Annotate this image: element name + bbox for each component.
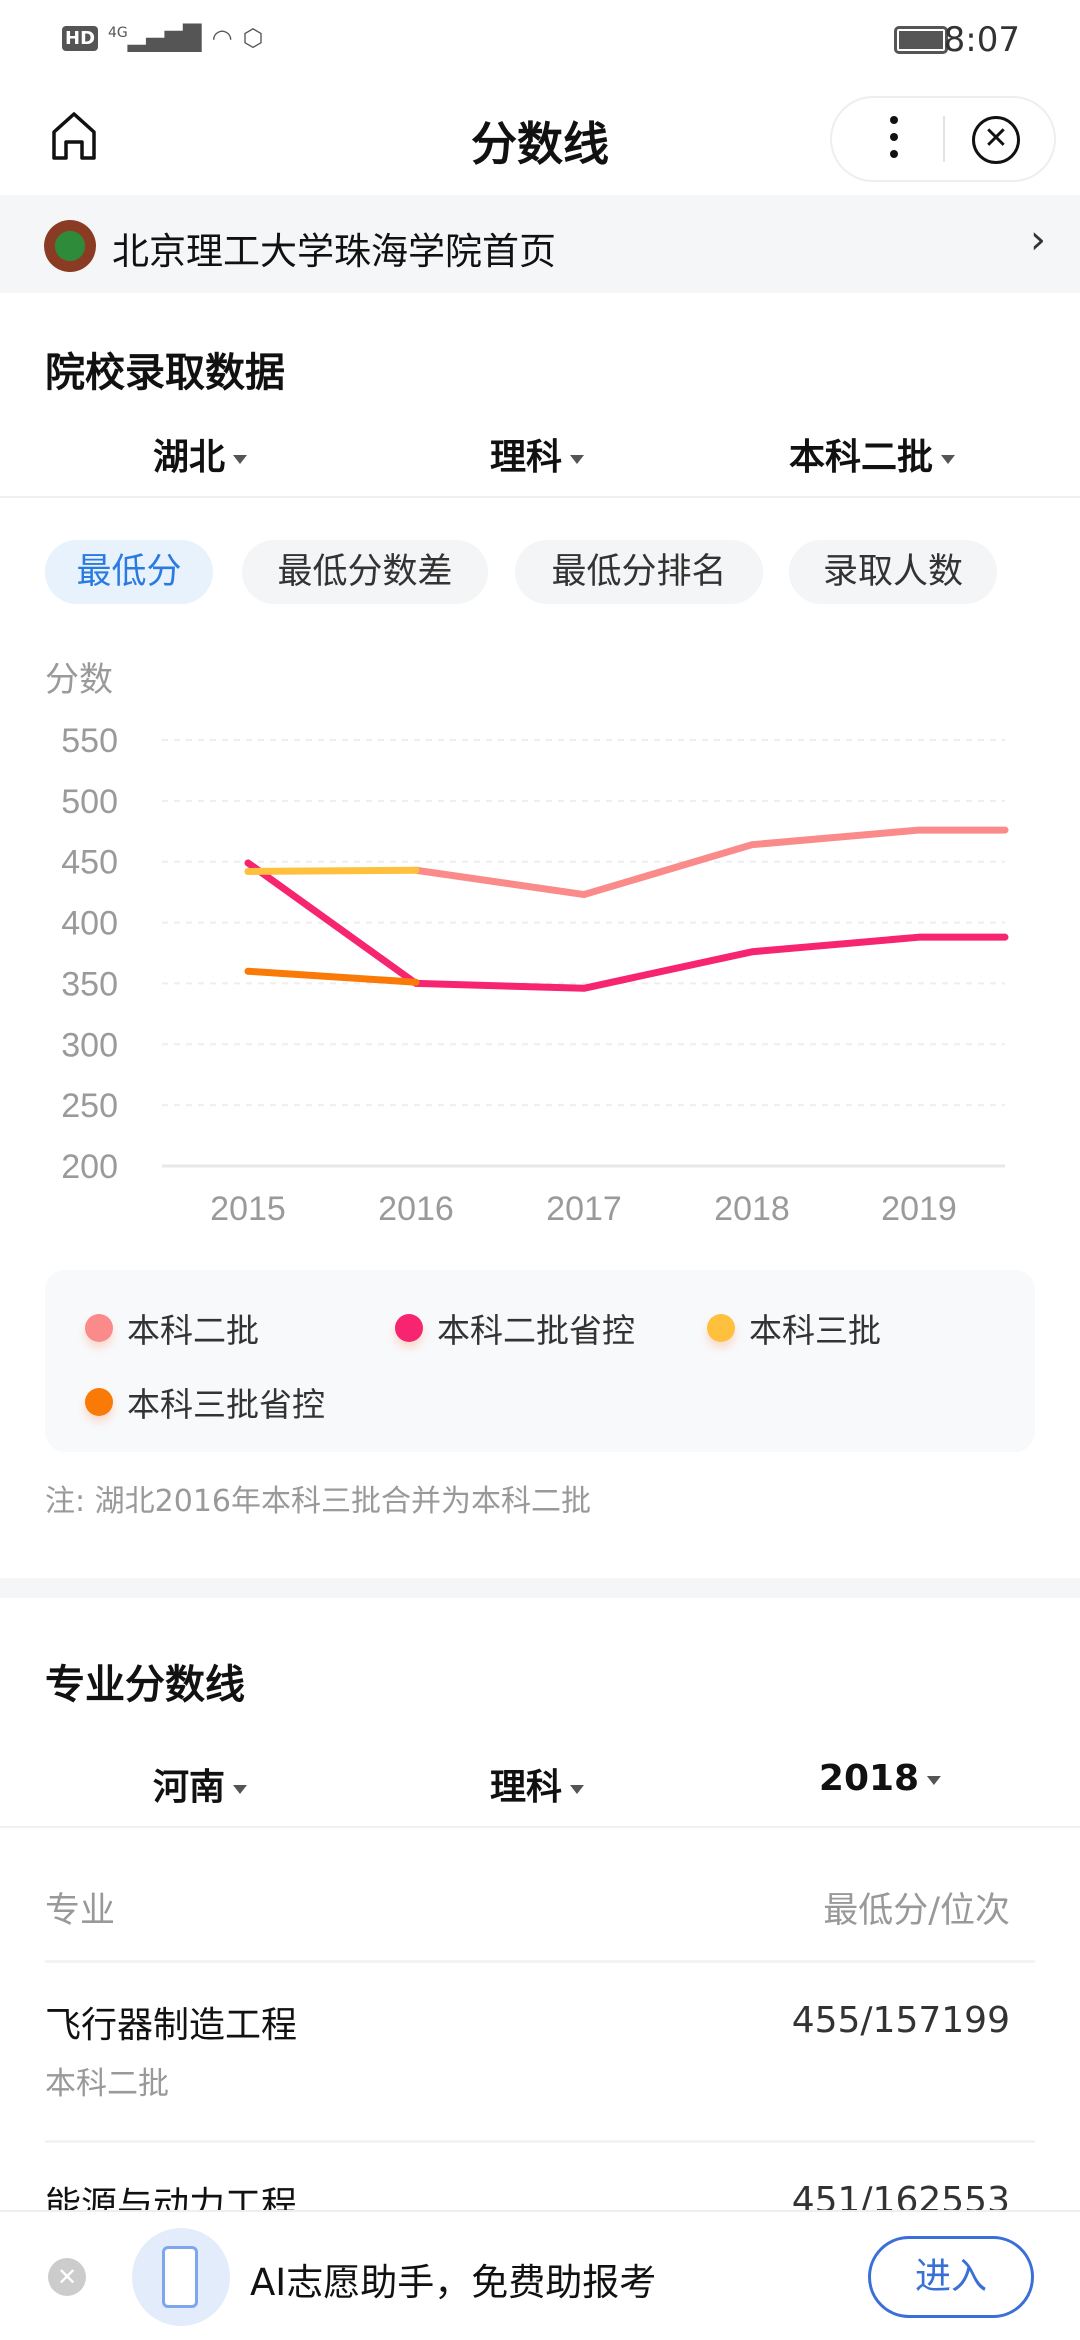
chart-note: 注: 湖北2016年本科三批合并为本科二批	[45, 1484, 591, 1519]
y-axis-label: 分数	[45, 660, 113, 700]
series-line	[244, 866, 420, 875]
y-tick-label: 400	[61, 905, 118, 943]
capsule-divider	[943, 116, 945, 162]
school-name: 北京理工大学珠海学院首页	[112, 230, 556, 273]
major-name: 飞行器制造工程	[45, 2005, 298, 2046]
subject-filter[interactable]: 理科	[489, 428, 585, 480]
legend-label: 本科三批	[749, 1311, 881, 1350]
filter-label: 理科	[489, 1767, 563, 1808]
legend-label: 本科二批	[127, 1311, 259, 1350]
caret-down-icon	[233, 1784, 248, 1794]
series-line	[412, 826, 1009, 899]
filter-label: 理科	[489, 437, 563, 478]
school-logo	[44, 220, 96, 272]
more-icon[interactable]	[890, 116, 898, 162]
legend-dot	[395, 1314, 423, 1342]
series-line	[244, 967, 420, 986]
filter-label: 河南	[152, 1767, 226, 1808]
y-tick-label: 250	[61, 1087, 118, 1125]
major-score: 455/157199	[791, 2000, 1010, 2041]
y-tick-label: 450	[61, 844, 118, 882]
legend-item[interactable]: 本科三批	[707, 1304, 881, 1352]
x-tick-label: 2015	[210, 1190, 286, 1228]
filter-label: 2018	[818, 1758, 920, 1799]
chevron-right-icon: ›	[1030, 217, 1046, 263]
capsule-menu: ✕	[830, 96, 1056, 182]
legend-label: 本科三批省控	[127, 1385, 325, 1424]
wifi-icon: ◠	[211, 24, 233, 52]
major-title: 专业分数线	[45, 1662, 245, 1708]
tab-min-score[interactable]: 最低分	[45, 540, 213, 604]
enter-button[interactable]: 进入	[868, 2236, 1034, 2318]
school-homepage-link[interactable]: 北京理工大学珠海学院首页 ›	[0, 195, 1080, 293]
hand-icon: ⬡	[242, 24, 264, 52]
year-filter[interactable]: 2018	[818, 1758, 942, 1799]
divider	[45, 2140, 1035, 2143]
legend-item[interactable]: 本科二批省控	[395, 1304, 635, 1352]
caret-down-icon	[927, 1775, 942, 1785]
filter-label: 本科二批	[788, 437, 934, 478]
battery-icon	[894, 26, 948, 54]
x-tick-label: 2019	[881, 1190, 957, 1228]
y-tick-label: 550	[61, 722, 118, 760]
x-tick-label: 2018	[714, 1190, 790, 1228]
y-tick-label: 350	[61, 965, 118, 1003]
home-icon[interactable]	[48, 110, 100, 162]
close-banner-icon[interactable]: ✕	[48, 2258, 86, 2296]
caret-down-icon	[941, 454, 956, 464]
status-bar: HD 4G▂▄▆█ ◠ ⬡ 8:07	[0, 0, 1080, 80]
x-tick-label: 2017	[546, 1190, 622, 1228]
y-tick-label: 200	[61, 1148, 118, 1186]
tab-enrollment-count[interactable]: 录取人数	[789, 540, 997, 604]
province-filter[interactable]: 河南	[152, 1758, 248, 1810]
legend-item[interactable]: 本科二批	[85, 1304, 259, 1352]
legend-dot	[85, 1314, 113, 1342]
admission-title: 院校录取数据	[45, 350, 285, 396]
filter-label: 湖北	[152, 437, 226, 478]
legend-label: 本科二批省控	[437, 1311, 635, 1350]
phone-chart-icon	[132, 2228, 230, 2326]
tab-min-score-rank[interactable]: 最低分排名	[515, 540, 763, 604]
status-time: 8:07	[943, 20, 1020, 60]
signal-icon: 4G▂▄▆█	[108, 24, 202, 52]
caret-down-icon	[233, 454, 248, 464]
batch-filter[interactable]: 本科二批	[788, 428, 956, 480]
tab-min-score-diff[interactable]: 最低分数差	[242, 540, 488, 604]
y-tick-label: 300	[61, 1026, 118, 1064]
divider	[0, 1826, 1080, 1828]
ai-assistant-banner: ✕ AI志愿助手，免费助报考 进入	[0, 2210, 1080, 2340]
banner-text: AI志愿助手，免费助报考	[250, 2261, 657, 2304]
chart-legend: 本科二批 本科二批省控 本科三批 本科三批省控	[45, 1270, 1035, 1452]
caret-down-icon	[570, 454, 585, 464]
divider	[45, 1960, 1035, 1963]
section-gap	[0, 1578, 1080, 1598]
series-line	[244, 859, 1009, 992]
status-icons: HD 4G▂▄▆█ ◠ ⬡	[62, 24, 264, 52]
subject-filter[interactable]: 理科	[489, 1758, 585, 1810]
hd-icon: HD	[62, 25, 99, 51]
close-icon[interactable]: ✕	[972, 116, 1020, 164]
legend-dot	[85, 1388, 113, 1416]
major-batch: 本科二批	[45, 2066, 169, 2102]
header-score-rank: 最低分/位次	[823, 1891, 1010, 1931]
score-line-chart: 550 500 450 400 350 300 250 200 2015 2016 2017 2018…	[61, 722, 1009, 1228]
y-tick-label: 500	[61, 783, 118, 821]
caret-down-icon	[570, 1784, 585, 1794]
legend-item[interactable]: 本科三批省控	[85, 1378, 325, 1426]
x-tick-label: 2016	[378, 1190, 454, 1228]
page-title: 分数线	[471, 117, 609, 171]
divider	[0, 496, 1080, 498]
legend-dot	[707, 1314, 735, 1342]
province-filter[interactable]: 湖北	[152, 428, 248, 480]
header-major: 专业	[45, 1891, 116, 1931]
